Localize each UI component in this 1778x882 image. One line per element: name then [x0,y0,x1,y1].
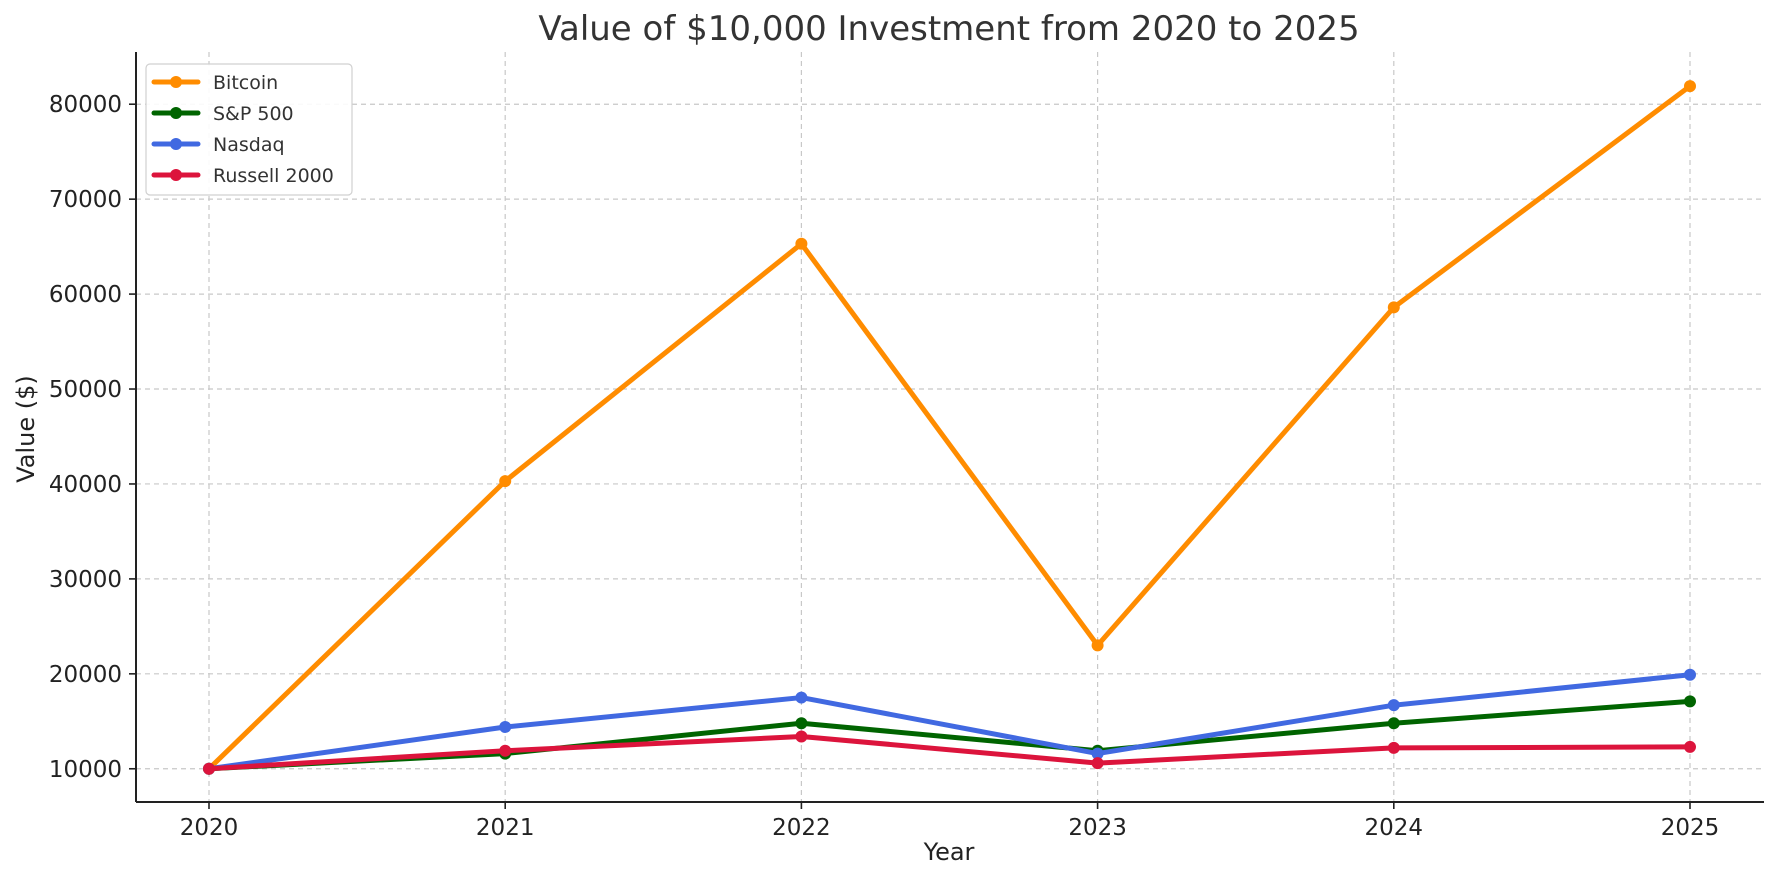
x-tick-label: 2020 [180,815,239,841]
data-point-bitcoin [499,475,512,488]
data-point-russell-2000 [499,744,512,757]
series-line-russell-2000 [206,733,1693,772]
legend-marker-s-p-500 [170,107,182,119]
data-point-bitcoin [1091,639,1104,652]
data-point-s-p-500 [1387,717,1400,730]
legend-item-nasdaq: Nasdaq [151,134,285,156]
data-point-nasdaq [1387,699,1400,712]
data-point-nasdaq [499,721,512,733]
legend-item-s-p-500: S&P 500 [151,103,294,125]
x-axis-label: Year [923,838,975,866]
series-bitcoin [203,80,1696,775]
legend-marker-bitcoin [170,76,182,88]
data-point-nasdaq [795,691,808,704]
y-tick-label: 40000 [49,472,122,498]
y-tick-label: 20000 [49,662,122,688]
data-point-russell-2000 [1091,757,1104,770]
data-point-s-p-500 [1684,695,1696,708]
data-point-russell-2000 [1387,741,1400,754]
data-point-nasdaq [1091,747,1104,760]
y-axis-label: Value ($) [12,375,40,483]
y-tick-label: 60000 [49,282,122,308]
data-point-russell-2000 [795,730,808,743]
axes [129,52,1764,809]
series-line-nasdaq [206,672,1693,772]
x-tick-label: 2024 [1365,815,1424,841]
y-tick-label: 10000 [49,757,122,783]
legend-marker-russell-2000 [170,169,182,181]
series-line-bitcoin [206,83,1693,772]
legend-label-bitcoin: Bitcoin [213,72,278,94]
data-point-bitcoin [795,237,808,250]
data-point-russell-2000 [203,762,215,775]
legend-label-nasdaq: Nasdaq [213,134,285,156]
legend-item-bitcoin: Bitcoin [151,72,278,94]
series-s-p-500 [203,695,1696,775]
chart-title: Value of $10,000 Investment from 2020 to… [538,9,1359,49]
legend-item-russell-2000: Russell 2000 [151,165,334,187]
grid [136,52,1764,802]
x-tick-label: 2025 [1661,815,1720,841]
y-tick-label: 80000 [49,92,122,118]
data-point-s-p-500 [795,717,808,730]
legend-label-russell-2000: Russell 2000 [213,165,334,187]
data-point-russell-2000 [1684,740,1696,753]
data-point-bitcoin [1387,301,1400,314]
y-tick-label: 70000 [49,187,122,213]
data-point-nasdaq [1684,668,1696,681]
y-tick-label: 50000 [49,377,122,403]
legend-label-s-p-500: S&P 500 [213,103,294,125]
x-tick-label: 2023 [1068,815,1127,841]
x-tick-label: 2022 [772,815,831,841]
y-tick-label: 30000 [49,567,122,593]
legend: Bitcoin S&P 500 Nasdaq Russell 2000 [145,63,353,196]
data-point-bitcoin [1684,80,1696,93]
series-lines [203,80,1696,775]
x-tick-label: 2021 [476,815,535,841]
series-russell-2000 [203,730,1696,775]
legend-marker-nasdaq [170,138,182,150]
tick-labels: 2020 2021 2022 2023 2024 2025 10000 20000 30000 4… [49,92,1719,841]
legend-box [145,63,353,196]
